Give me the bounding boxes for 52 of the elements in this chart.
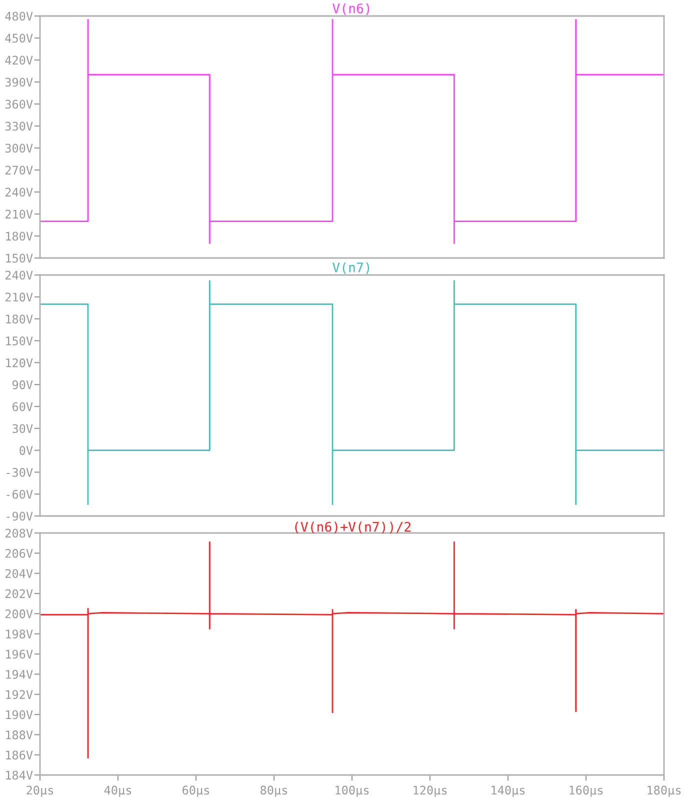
x-tick-label: 100µs bbox=[336, 786, 369, 797]
y-tick-label: 184V bbox=[6, 770, 33, 780]
y-tick-label: 208V bbox=[6, 528, 33, 538]
y-tick-label: 180V bbox=[6, 232, 33, 241]
x-tick-label: 20µs bbox=[26, 786, 54, 797]
x-tick-label: 180µs bbox=[648, 786, 681, 797]
x-tick-label: 60µs bbox=[182, 786, 210, 797]
chart-title: V(n6) bbox=[332, 3, 370, 15]
y-tick-label: 204V bbox=[6, 569, 33, 578]
x-tick-label: 80µs bbox=[260, 786, 288, 797]
y-tick-label: 196V bbox=[6, 650, 33, 659]
x-tick-label: 140µs bbox=[492, 786, 525, 797]
y-tick-label: 190V bbox=[6, 710, 33, 720]
y-tick-label: 240V bbox=[6, 270, 33, 280]
y-tick-label: 188V bbox=[6, 730, 33, 740]
y-tick-label: -60V bbox=[6, 490, 33, 499]
y-tick-label: 206V bbox=[6, 548, 33, 558]
y-tick-label: 360V bbox=[5, 100, 33, 109]
y-tick-label: 192V bbox=[6, 690, 33, 700]
y-tick-label: 198V bbox=[6, 630, 33, 639]
y-tick-label: -90V bbox=[6, 512, 33, 521]
line-series bbox=[40, 18, 664, 244]
y-tick-label: 420V bbox=[5, 56, 33, 65]
x-tick-label: 160µs bbox=[570, 786, 603, 797]
y-tick-label: 270V bbox=[6, 166, 33, 175]
y-tick-label: 30V bbox=[12, 424, 33, 434]
y-tick-label: 180V bbox=[6, 314, 33, 324]
x-tick-label: 40µs bbox=[104, 786, 132, 797]
y-tick-label: 0V bbox=[20, 446, 33, 455]
y-tick-label: 150V bbox=[6, 254, 33, 263]
line-series bbox=[40, 541, 664, 759]
y-tick-label: 150V bbox=[6, 336, 33, 346]
chart-title: (V(n6)+V(n7))/2 bbox=[295, 522, 410, 534]
y-tick-label: 194V bbox=[6, 670, 33, 679]
y-tick-label: 60V bbox=[12, 402, 33, 412]
y-tick-label: 300V bbox=[5, 144, 33, 153]
y-tick-label: 240V bbox=[6, 188, 33, 197]
y-tick-label: 330V bbox=[5, 122, 33, 131]
y-tick-label: 210V bbox=[6, 292, 33, 302]
y-tick-label: 390V bbox=[5, 78, 33, 87]
y-tick-label: 202V bbox=[6, 589, 33, 598]
y-tick-label: -30V bbox=[6, 468, 33, 477]
x-tick-label: 120µs bbox=[414, 786, 447, 797]
y-tick-label: 210V bbox=[6, 210, 33, 219]
y-tick-label: 450V bbox=[5, 34, 33, 43]
y-tick-label: 120V bbox=[6, 358, 33, 368]
y-tick-label: 200V bbox=[6, 609, 33, 618]
y-tick-label: 90V bbox=[12, 380, 33, 390]
y-tick-label: 480V bbox=[5, 12, 33, 21]
chart-title: V(n7) bbox=[332, 262, 370, 274]
line-series bbox=[40, 280, 664, 506]
y-tick-label: 186V bbox=[6, 750, 33, 760]
